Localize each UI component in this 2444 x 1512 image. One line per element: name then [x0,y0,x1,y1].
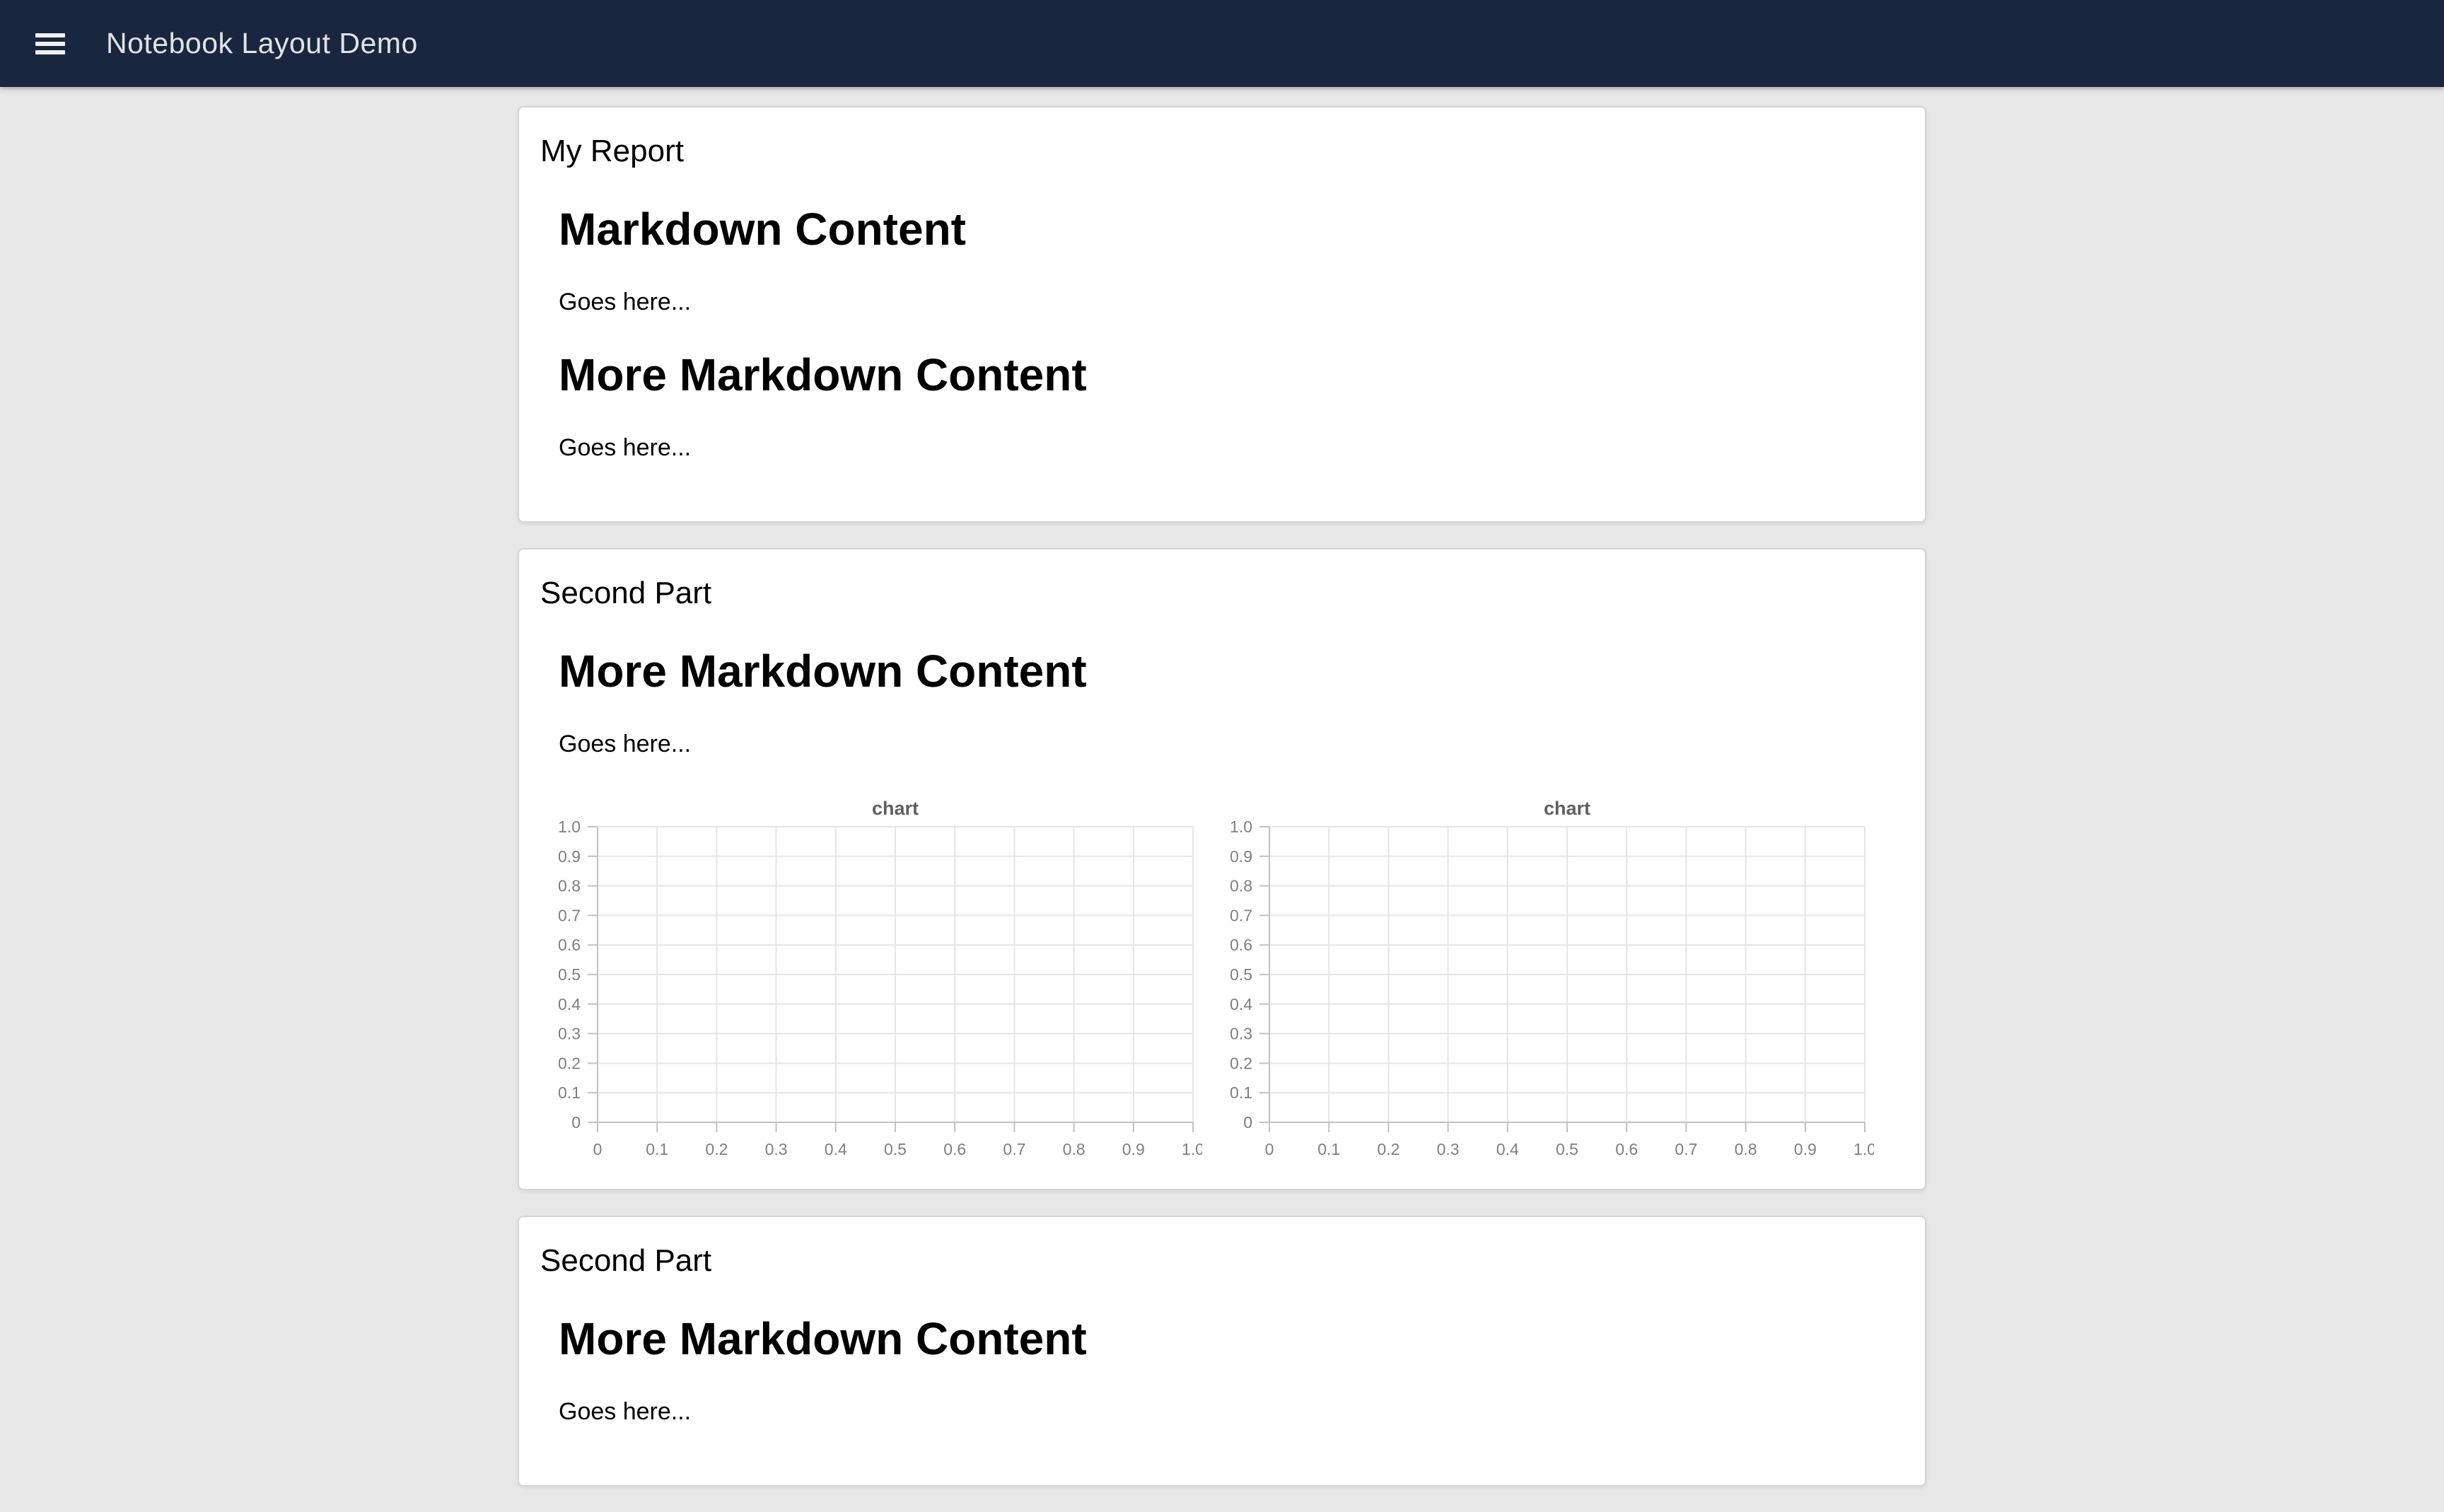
svg-text:0.5: 0.5 [1556,1140,1578,1158]
svg-text:0.8: 0.8 [1735,1140,1757,1158]
app-header: Notebook Layout Demo [0,0,2444,87]
svg-text:0.7: 0.7 [1675,1140,1697,1158]
svg-text:0.4: 0.4 [1496,1140,1519,1158]
charts-row: 0 0.1 0.2 0.3 0.4 0.5 0.6 0.7 0.8 0.9 1.0 0 0.1 0.2 0.… [558,793,1904,1158]
svg-text:0.5: 0.5 [559,965,581,984]
svg-text:0.7: 0.7 [1230,906,1252,924]
svg-text:chart: chart [872,798,919,819]
svg-text:0.1: 0.1 [1230,1083,1252,1102]
svg-text:1.0: 1.0 [1854,1140,1874,1158]
svg-text:0.3: 0.3 [1230,1025,1252,1043]
svg-text:0: 0 [571,1113,581,1132]
svg-text:0.3: 0.3 [1437,1140,1460,1158]
svg-text:0.6: 0.6 [1230,936,1252,954]
svg-text:0.7: 0.7 [1003,1140,1025,1158]
svg-text:0.8: 0.8 [1063,1140,1086,1158]
markdown-heading: More Markdown Content [559,349,1087,400]
svg-text:chart: chart [1544,798,1590,819]
svg-text:0.3: 0.3 [765,1140,788,1158]
svg-text:0.2: 0.2 [705,1140,728,1158]
svg-text:0.9: 0.9 [1230,847,1252,866]
svg-text:0.1: 0.1 [559,1083,581,1102]
card-title: Second Part [540,1243,712,1278]
svg-text:0.2: 0.2 [559,1054,581,1072]
card-second-part-2: Second Part More Markdown Content Goes h… [518,1216,1926,1487]
svg-text:0.2: 0.2 [1230,1054,1252,1072]
markdown-paragraph: Goes here... [559,1398,692,1425]
svg-text:0.9: 0.9 [1794,1140,1817,1158]
markdown-paragraph: Goes here... [559,731,692,757]
svg-text:0.5: 0.5 [1230,965,1252,984]
svg-text:0.6: 0.6 [943,1140,966,1158]
svg-text:1.0: 1.0 [1230,818,1252,836]
card-title: My Report [540,134,684,168]
svg-text:0: 0 [1243,1113,1252,1132]
card-title: Second Part [540,576,712,610]
svg-text:0.7: 0.7 [559,906,581,924]
svg-text:0.8: 0.8 [1230,877,1252,895]
markdown-block: More Markdown Content Goes here... 0 0.1 0… [558,645,1904,1158]
svg-text:0.1: 0.1 [1317,1140,1340,1158]
markdown-heading: More Markdown Content [559,1313,1087,1364]
svg-text:0.3: 0.3 [559,1025,581,1043]
card-my-report: My Report Markdown Content Goes here... … [518,106,1926,523]
markdown-heading: More Markdown Content [559,646,1087,697]
bokeh-plot[interactable]: 0 0.1 0.2 0.3 0.4 0.5 0.6 0.7 0.8 0.9 1.0 0 0.1 0.2 0.… [1230,793,1876,1158]
svg-text:0.1: 0.1 [646,1140,668,1158]
app-title: Notebook Layout Demo [106,27,418,59]
card-second-part: Second Part More Markdown Content Goes h… [518,548,1926,1190]
markdown-paragraph: Goes here... [559,289,692,315]
svg-text:0.6: 0.6 [1615,1140,1638,1158]
svg-text:0.9: 0.9 [559,847,581,866]
svg-text:0.4: 0.4 [825,1140,847,1158]
svg-text:0.8: 0.8 [559,877,581,895]
svg-text:0.4: 0.4 [1230,995,1252,1013]
svg-text:0.2: 0.2 [1377,1140,1400,1158]
bokeh-plot[interactable]: 0 0.1 0.2 0.3 0.4 0.5 0.6 0.7 0.8 0.9 1.0 0 0.1 0.2 0.… [558,793,1204,1158]
svg-text:1.0: 1.0 [559,818,581,836]
svg-text:0: 0 [593,1140,603,1158]
markdown-block: More Markdown Content Goes here... [559,1313,1904,1426]
svg-text:0.5: 0.5 [884,1140,907,1158]
svg-text:0: 0 [1265,1140,1274,1158]
main-content: My Report Markdown Content Goes here... … [518,106,1926,1487]
svg-text:0.9: 0.9 [1122,1140,1145,1158]
markdown-heading: Markdown Content [559,204,966,255]
hamburger-icon[interactable] [35,33,65,54]
markdown-block: Markdown Content Goes here... More Markd… [559,203,1904,462]
svg-text:0.4: 0.4 [559,995,581,1013]
svg-text:0.6: 0.6 [559,936,581,954]
markdown-paragraph: Goes here... [559,434,692,461]
svg-text:1.0: 1.0 [1182,1140,1202,1158]
